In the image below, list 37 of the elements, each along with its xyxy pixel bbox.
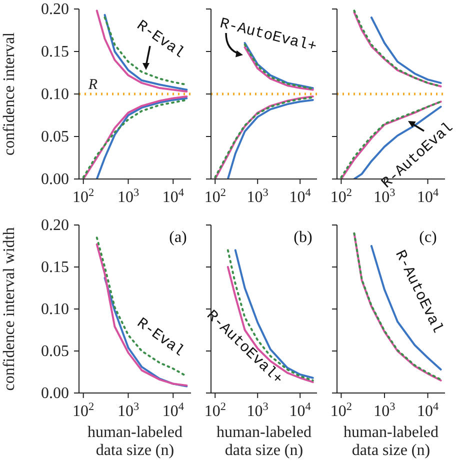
y-tick-label: 0.15 [41, 259, 69, 276]
x-tick-label: 10$^{2}$ [72, 401, 94, 420]
y-tick-label: 0.10 [41, 86, 69, 103]
y-axis-title: confidence interval [1, 32, 18, 156]
y-tick-label: 0.00 [41, 385, 69, 402]
y-tick-label: 0.00 [41, 171, 69, 188]
x-axis-title: human-labeled data size (n) [87, 424, 183, 459]
x-axis-title: human-labeled data size (n) [216, 424, 312, 459]
x-tick-label: 10$^{3}$ [246, 187, 269, 206]
x-tick-label: 10$^{2}$ [204, 187, 226, 206]
x-tick-label: 10$^{2}$ [204, 401, 226, 420]
y-tick-label: 0.05 [41, 343, 69, 360]
x-tick-label: 10$^{3}$ [374, 401, 396, 420]
y-axis-title: confidence interval width [1, 227, 18, 391]
ref-line-label: R [87, 77, 98, 93]
x-tick-label: 10$^{3}$ [374, 187, 396, 206]
x-tick-label: 10$^{3}$ [117, 401, 140, 420]
x-tick-label: 10$^{3}$ [117, 187, 140, 206]
x-tick-label: 10$^{2}$ [330, 401, 352, 420]
x-axis-title: human-labeled data size (n) [343, 424, 439, 459]
x-tick-label: 10$^{4}$ [416, 401, 439, 420]
y-tick-label: 0.15 [41, 44, 69, 60]
x-tick-label: 10$^{2}$ [72, 187, 94, 206]
x-tick-label: 10$^{4}$ [289, 187, 312, 206]
x-tick-label: 10$^{4}$ [162, 401, 184, 420]
y-tick-label: 0.20 [41, 1, 69, 18]
annotation: (a) [169, 229, 187, 246]
x-tick-label: 10$^{4}$ [162, 187, 184, 206]
y-tick-label: 0.05 [41, 128, 69, 146]
annotation: (c) [419, 229, 437, 246]
y-tick-label: 0.20 [41, 217, 69, 234]
x-tick-label: 10$^{4}$ [416, 187, 439, 206]
annotation: (b) [294, 229, 312, 246]
x-tick-label: 10$^{4}$ [289, 401, 312, 420]
x-tick-label: 10$^{3}$ [246, 401, 269, 420]
y-tick-label: 0.10 [41, 301, 69, 318]
x-tick-label: 10$^{2}$ [330, 187, 352, 206]
